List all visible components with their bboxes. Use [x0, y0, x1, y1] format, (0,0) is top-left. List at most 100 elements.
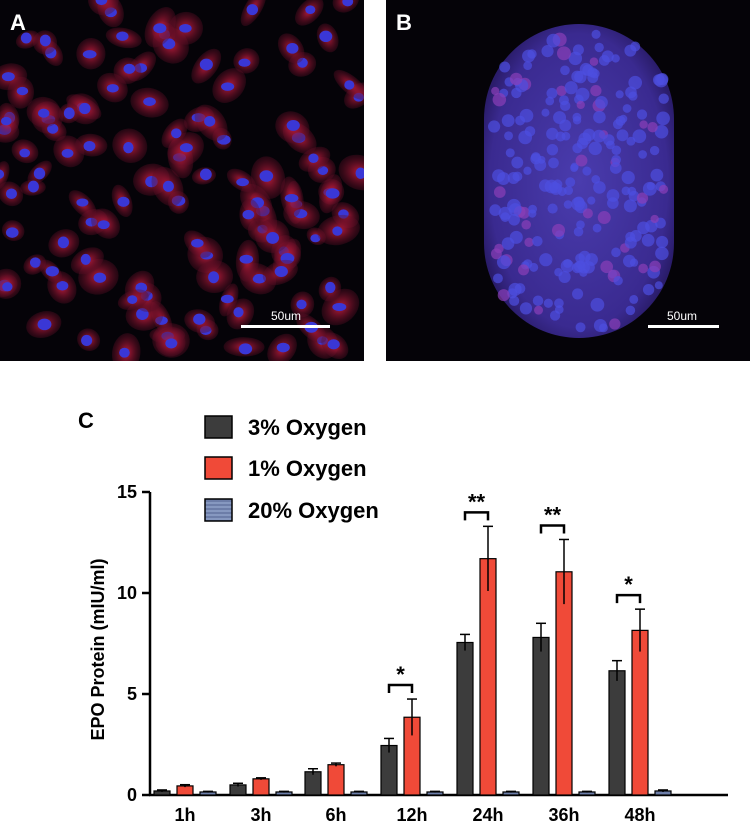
spheroid-nucleus: [594, 42, 604, 53]
cell-nucleus: [76, 198, 89, 207]
significance-bracket: [387, 683, 414, 694]
cell-nucleus: [199, 168, 212, 181]
cell-nucleus: [20, 32, 32, 44]
y-tick-label: 0: [127, 785, 137, 805]
spheroid-nucleus: [629, 294, 639, 304]
spheroid-nucleus: [641, 233, 655, 247]
spheroid-nucleus: [499, 61, 511, 73]
spheroid-nucleus: [621, 170, 635, 185]
bar-1-oxygen-48h: [631, 629, 649, 796]
cell-nucleus: [239, 254, 254, 264]
spheroid-nucleus: [546, 143, 559, 156]
spheroid-nucleus: [560, 100, 571, 112]
significance-label: *: [396, 662, 405, 687]
cell-nucleus: [296, 299, 307, 310]
spheroid-nucleus: [601, 50, 614, 63]
spheroid-nucleus: [532, 295, 544, 306]
cell-nucleus: [208, 271, 220, 284]
spheroid-nucleus: [534, 305, 544, 315]
spheroid-nucleus: [563, 258, 573, 268]
cell-nucleus: [344, 80, 355, 90]
spheroid-nucleus: [622, 104, 632, 113]
cell-nucleus: [199, 58, 213, 71]
cell-nucleus: [106, 84, 119, 93]
cell-nucleus: [63, 107, 75, 120]
spheroid-nucleus: [537, 155, 546, 164]
spheroid-nucleus: [546, 87, 558, 99]
spheroid-nucleus: [554, 298, 564, 309]
spheroid-nucleus: [625, 231, 636, 242]
cell-nucleus: [123, 63, 136, 74]
spheroid-nucleus: [546, 127, 559, 140]
cell-nucleus: [5, 227, 19, 238]
cell-nucleus: [117, 196, 130, 207]
significance-label: **: [544, 502, 562, 527]
cell-nucleus: [286, 42, 299, 54]
cell-nucleus: [93, 272, 107, 283]
cell-nucleus: [204, 116, 216, 127]
spheroid-nucleus: [591, 29, 601, 39]
spheroid-nucleus: [572, 44, 584, 56]
cell-nucleus: [242, 209, 255, 220]
spheroid-nucleus: [613, 276, 623, 286]
panel-a-letter: A: [10, 10, 26, 35]
spheroid-nucleus: [574, 70, 587, 84]
spheroid-nucleus: [615, 90, 624, 99]
spheroid-nucleus: [563, 200, 573, 209]
cell-nucleus: [286, 119, 300, 131]
panel-c-letter: C: [78, 408, 94, 433]
spheroid-nucleus: [515, 115, 526, 126]
legend-swatch: [204, 498, 233, 522]
cell-nucleus: [246, 4, 259, 16]
cell-nucleus: [27, 180, 39, 193]
spheroid-nucleus: [493, 186, 506, 198]
spheroid-nucleus: [572, 112, 582, 122]
spheroid-nucleus: [508, 213, 520, 226]
spheroid-nucleus: [600, 260, 614, 274]
spheroid-nucleus: [609, 318, 621, 330]
spheroid-nucleus: [500, 212, 511, 222]
cell-nucleus: [179, 24, 192, 33]
spheroid-nucleus: [492, 92, 507, 107]
x-tick-label: 6h: [325, 805, 346, 825]
spheroid-nucleus: [621, 186, 631, 196]
cell-nucleus: [57, 236, 70, 249]
spheroid-nucleus: [523, 166, 532, 175]
panel-b-letter: B: [396, 10, 412, 35]
spheroid-nucleus: [632, 129, 647, 144]
spheroid-nucleus: [518, 264, 530, 276]
cell-nucleus: [305, 5, 316, 15]
cell-nucleus: [332, 226, 343, 236]
spheroid-nucleus: [541, 45, 554, 58]
spheroid-nucleus: [552, 223, 566, 237]
cell-nucleus: [274, 266, 288, 278]
cell-nucleus: [83, 140, 96, 152]
micrograph-panel-a: A 50um: [0, 0, 364, 361]
panel-b-scale-bar: [648, 325, 719, 328]
cell-nucleus: [252, 273, 266, 284]
legend-label: 1% Oxygen: [248, 456, 367, 481]
spheroid-nucleus: [553, 111, 567, 125]
spheroid-nucleus: [595, 96, 608, 109]
y-tick-label: 15: [117, 482, 137, 502]
spheroid-nucleus: [518, 130, 533, 145]
cell-nucleus: [97, 220, 110, 230]
spheroid-nucleus: [582, 166, 592, 176]
cell-nucleus: [193, 313, 206, 325]
spheroid-nucleus: [649, 260, 661, 273]
bar-1-oxygen-3h: [252, 778, 270, 796]
cell-nucleus: [95, 0, 108, 6]
cell-nucleus: [332, 303, 347, 312]
cell-nucleus: [319, 30, 333, 43]
spheroid-nucleus: [548, 157, 559, 169]
spheroid-nucleus: [615, 115, 626, 126]
spheroid-nucleus: [611, 145, 622, 156]
bar-1-oxygen-1h: [176, 785, 194, 796]
cell-nucleus: [238, 58, 251, 67]
y-tick-label: 5: [127, 684, 137, 704]
x-tick-label: 48h: [624, 805, 655, 825]
cell-nucleus: [179, 143, 193, 153]
cell-nucleus: [16, 86, 29, 96]
spheroid-nucleus: [582, 208, 593, 219]
spheroid-nucleus: [504, 131, 514, 141]
